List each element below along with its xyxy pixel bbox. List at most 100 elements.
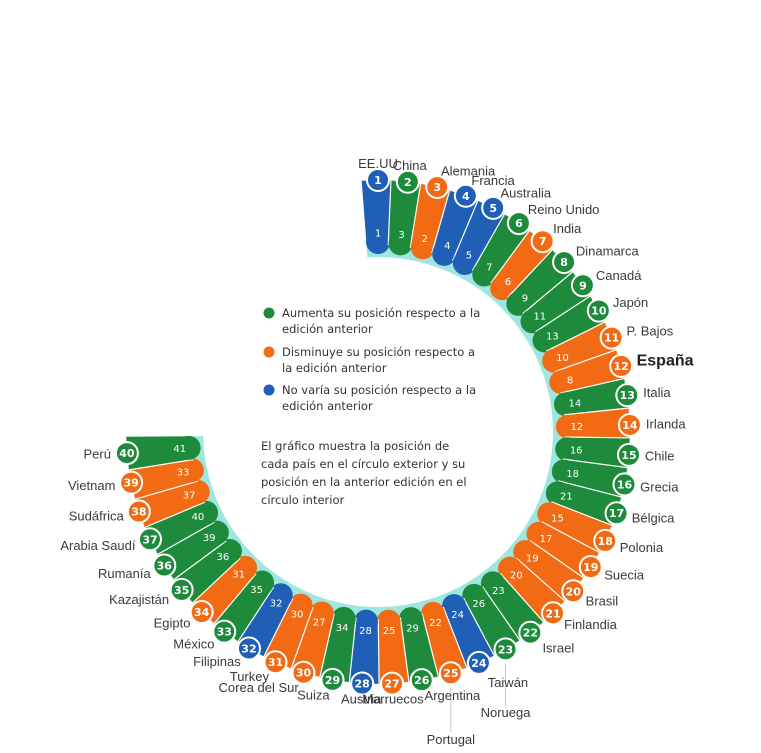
bar-cap-1	[366, 230, 390, 254]
current-badge-25	[438, 661, 463, 686]
current-rank-1: 1	[374, 174, 382, 187]
previous-rank-26: 29	[406, 623, 419, 634]
current-badge-37	[137, 527, 162, 552]
current-badge-27	[380, 671, 405, 696]
legend-same-line2: edición anterior	[282, 399, 373, 413]
bar-cap-19	[526, 521, 551, 546]
current-badge-11	[599, 325, 624, 350]
previous-rank-16: 18	[566, 469, 579, 480]
current-badge-29	[320, 667, 345, 692]
country-label-10: Japón	[613, 295, 648, 310]
current-rank-23: 23	[498, 643, 513, 656]
current-badge-26	[409, 668, 434, 693]
previous-rank-4: 4	[444, 241, 450, 252]
current-badge-5	[481, 195, 506, 220]
country-label-4: Francia	[471, 173, 515, 188]
legend-same-line1: No varía su posición respecto a la	[282, 383, 476, 397]
current-rank-27: 27	[384, 678, 399, 691]
current-badge-4	[453, 183, 478, 208]
current-rank-36: 36	[157, 560, 173, 573]
bar-cap-11	[542, 348, 567, 373]
previous-rank-12: 8	[567, 375, 573, 386]
current-rank-32: 32	[241, 642, 256, 655]
current-rank-39: 39	[123, 477, 138, 490]
current-badge-39	[119, 470, 144, 495]
previous-rank-17: 21	[560, 492, 573, 503]
current-rank-10: 10	[591, 305, 607, 318]
previous-rank-32: 32	[270, 598, 283, 609]
country-label-22: Israel	[542, 641, 574, 656]
current-rank-31: 31	[268, 656, 283, 669]
bar-cap-34	[233, 555, 258, 580]
bar-cap-3	[410, 235, 435, 260]
country-label-2: China	[393, 158, 428, 173]
country-label-8: Dinamarca	[576, 243, 640, 258]
bar-cap-31	[288, 593, 313, 618]
bar-cap-7	[490, 276, 515, 301]
current-rank-34: 34	[194, 606, 210, 619]
bar-cap-17	[545, 481, 570, 506]
country-label-31: Turkey	[230, 669, 270, 684]
current-rank-25: 25	[443, 667, 458, 680]
country-label-15: Chile	[645, 448, 675, 463]
country-label-3: Alemania	[441, 164, 496, 179]
bar-cap-39	[179, 458, 204, 483]
previous-rank-24: 24	[451, 610, 464, 621]
bar-cap-36	[204, 520, 229, 545]
current-rank-5: 5	[489, 202, 497, 215]
previous-rank-39: 33	[177, 468, 190, 479]
legend-up-line1: Aumenta su posición respecto a la	[282, 306, 480, 320]
bar-cap-22	[480, 571, 505, 596]
bar-cap-32	[268, 583, 293, 608]
previous-rank-29: 34	[336, 623, 349, 634]
current-rank-28: 28	[355, 678, 370, 691]
previous-rank-5: 5	[466, 251, 472, 262]
current-rank-22: 22	[523, 627, 538, 640]
bar-cap-12	[549, 370, 574, 395]
current-rank-33: 33	[217, 626, 232, 639]
previous-rank-38: 37	[183, 490, 196, 501]
note-line-2: cada país en el círculo exterior y su	[261, 457, 465, 471]
previous-rank-22: 23	[492, 586, 505, 597]
bar-cap-13	[553, 392, 578, 417]
country-label-36: Rumanía	[98, 566, 152, 581]
current-rank-6: 6	[515, 217, 523, 230]
previous-rank-27: 25	[383, 626, 396, 637]
bar-cap-14	[555, 414, 580, 439]
bar-cap-5	[452, 251, 477, 276]
legend-same-dot	[263, 384, 275, 396]
bar-cap-2	[388, 231, 413, 256]
current-badge-15	[616, 442, 641, 467]
country-label-39: Vietnam	[68, 478, 115, 493]
previous-rank-14: 12	[571, 422, 584, 433]
previous-rank-21: 20	[510, 571, 523, 582]
current-badge-36	[152, 553, 177, 578]
current-rank-9: 9	[579, 279, 587, 292]
current-rank-4: 4	[462, 190, 470, 203]
country-label-27: Marruecos	[362, 692, 424, 707]
previous-rank-19: 17	[540, 534, 553, 545]
country-label-18: Polonia	[620, 540, 664, 555]
country-label-24: Taiwán	[488, 675, 528, 690]
country-label-37: Arabia Saudí	[60, 538, 136, 553]
country-label-6: Reino Unido	[528, 202, 600, 217]
bar-cap-9	[520, 309, 545, 334]
current-rank-26: 26	[414, 674, 430, 687]
legend-down-line1: Disminuye su posición respecto a	[282, 345, 475, 359]
current-badge-10	[586, 298, 611, 323]
country-label-21: Finlandia	[564, 617, 618, 632]
current-badge-23	[493, 637, 518, 662]
bar-cap-26	[398, 607, 423, 632]
bar-cap-23	[462, 583, 487, 608]
current-rank-16: 16	[617, 478, 633, 491]
country-label-35: Kazajistán	[109, 592, 169, 607]
current-rank-29: 29	[325, 674, 340, 687]
current-rank-20: 20	[566, 585, 582, 598]
country-label-33: México	[173, 636, 214, 651]
current-rank-3: 3	[433, 181, 441, 194]
bar-cap-18	[537, 502, 562, 527]
legend-down-line2: la edición anterior	[282, 361, 387, 375]
current-rank-37: 37	[142, 533, 157, 546]
country-label-38: Sudáfrica	[69, 509, 125, 524]
